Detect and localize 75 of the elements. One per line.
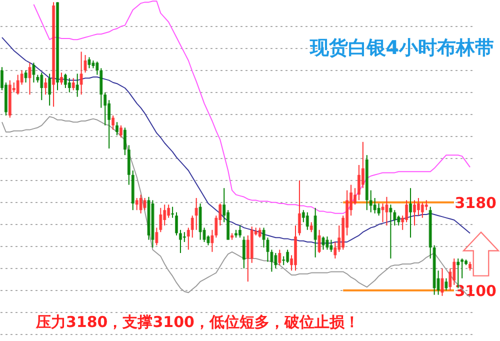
- candlestick: [64, 73, 67, 88]
- candlestick: [159, 207, 162, 233]
- candlestick: [238, 225, 242, 238]
- candlestick: [194, 198, 198, 230]
- candlestick: [397, 215, 400, 226]
- candlestick: [385, 196, 388, 226]
- candlestick: [139, 194, 142, 214]
- candlestick: [381, 203, 384, 223]
- candlestick: [242, 236, 246, 269]
- candlestick: [286, 249, 290, 264]
- candlestick: [32, 62, 36, 83]
- candlestick: [416, 198, 420, 216]
- candlestick: [112, 115, 115, 130]
- candlestick: [72, 78, 75, 91]
- candlestick: [84, 54, 87, 74]
- candlestick: [163, 204, 166, 226]
- candlestick: [330, 239, 333, 252]
- candlestick: [28, 62, 32, 96]
- candlestick: [80, 51, 83, 96]
- candlestick: [444, 278, 448, 291]
- candlestick: [274, 252, 278, 269]
- candlestick: [210, 229, 214, 252]
- candlestick: [369, 190, 372, 213]
- y-tick-label: 3180: [454, 194, 496, 212]
- y-tick-label: 3100: [454, 282, 496, 300]
- candlestick: [326, 236, 329, 250]
- candlestick: [452, 258, 456, 286]
- candlestick: [24, 70, 28, 83]
- candlestick: [258, 227, 262, 238]
- candlestick: [155, 227, 158, 246]
- candlestick: [298, 180, 301, 236]
- candlestick: [306, 212, 309, 230]
- candlestick: [278, 249, 282, 266]
- candlestick: [322, 236, 325, 250]
- candlestick: [302, 210, 305, 223]
- candlestick: [167, 204, 170, 218]
- candlestick: [16, 74, 20, 96]
- candlestick: [60, 72, 63, 86]
- annotation: 压力3180，支撑3100，低位短多，破位止损！: [35, 313, 360, 331]
- candlestick: [393, 210, 396, 226]
- candlestick: [135, 198, 138, 211]
- candlestick: [460, 258, 464, 279]
- candlestick: [334, 242, 337, 259]
- candlestick: [171, 206, 174, 218]
- candlestick: [190, 215, 194, 238]
- candlestick: [116, 122, 119, 136]
- candlestick: [182, 232, 186, 242]
- candlestick: [389, 204, 392, 259]
- candlestick: [119, 124, 122, 138]
- candlestick: [123, 127, 126, 156]
- candlestick: [40, 72, 44, 101]
- candlestick: [420, 202, 424, 218]
- candlestick: [44, 78, 48, 96]
- candlestick: [104, 92, 107, 126]
- candlestick: [76, 73, 79, 98]
- candlestick: [377, 203, 380, 216]
- candlestick: [143, 198, 146, 211]
- candlestick: [412, 200, 416, 226]
- candlestick: [318, 229, 321, 254]
- candlestick: [270, 249, 274, 272]
- candlestick: [310, 222, 313, 233]
- candlestick: [424, 200, 428, 211]
- candlestick: [440, 268, 444, 296]
- candlestick: [186, 227, 190, 250]
- candlestick: [175, 212, 178, 236]
- candlestick: [405, 200, 408, 223]
- candlestick: [48, 73, 52, 106]
- candlestick: [88, 56, 91, 69]
- candlestick: [178, 229, 182, 254]
- text: 现货白银4小时布林带: [308, 37, 494, 59]
- candlestick: [96, 61, 99, 76]
- candlestick: [357, 164, 360, 201]
- candlestick: [409, 188, 412, 238]
- candlestick: [373, 198, 376, 214]
- candlestick: [68, 78, 71, 93]
